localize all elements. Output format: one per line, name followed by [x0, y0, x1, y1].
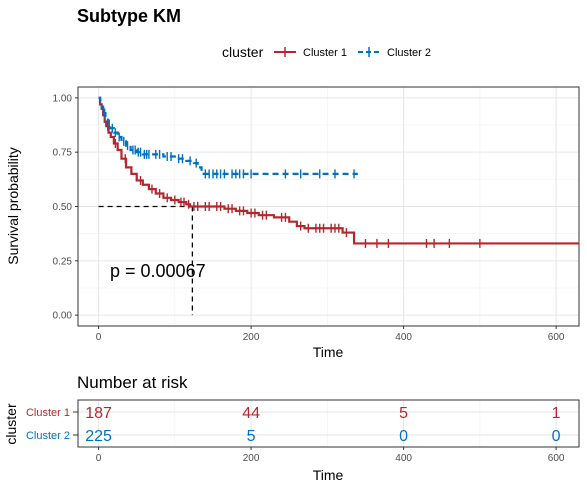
- km-y-axis-label: Survival probability: [5, 147, 21, 265]
- risk-cell: 1: [552, 405, 561, 422]
- risk-table-gridlines: [78, 400, 579, 447]
- risk-table-row-labels: Cluster 1 Cluster 2: [26, 407, 78, 442]
- x-tick-label: 400: [395, 332, 412, 343]
- risk-x-tick-label: 600: [548, 453, 565, 464]
- km-gridlines: [78, 87, 579, 326]
- km-x-axis-ticks: 0 200 400 600: [96, 326, 565, 343]
- legend-title: cluster: [222, 44, 264, 60]
- risk-table-border: [77, 399, 580, 448]
- km-x-axis-label: Time: [313, 344, 344, 360]
- legend-key-cluster-2: Cluster 2: [358, 47, 431, 59]
- km-curve-cluster-2: [98, 96, 358, 176]
- risk-row-label-cluster-2: Cluster 2: [26, 430, 70, 442]
- legend: cluster Cluster 1 Cluster 2: [222, 44, 431, 60]
- risk-table-cells: 187 44 5 1 225 5 0 0: [85, 405, 560, 445]
- p-value-annotation: p = 0.00067: [110, 261, 206, 281]
- risk-cell: 5: [399, 405, 408, 422]
- km-censor-marks: [103, 108, 481, 248]
- risk-x-tick-label: 200: [243, 453, 260, 464]
- risk-x-tick-label: 400: [395, 453, 412, 464]
- risk-cell: 0: [552, 428, 561, 445]
- y-tick-label: 0.50: [53, 202, 73, 213]
- median-reference-lines: [98, 205, 194, 316]
- km-curve-cluster-1: [98, 96, 579, 245]
- risk-x-tick-label: 0: [96, 453, 102, 464]
- x-tick-label: 200: [243, 332, 260, 343]
- y-tick-label: 0.75: [53, 148, 73, 159]
- km-y-axis-ticks: 0.00 0.25 0.50 0.75 1.00: [53, 93, 78, 322]
- risk-row-label-cluster-1: Cluster 1: [26, 407, 70, 419]
- chart-title: Subtype KM: [77, 6, 181, 26]
- risk-y-axis-label: cluster: [3, 403, 19, 445]
- legend-label-cluster-1: Cluster 1: [303, 47, 347, 59]
- risk-cell: 5: [247, 428, 256, 445]
- y-tick-label: 0.00: [53, 311, 73, 322]
- risk-x-axis-label: Time: [313, 467, 344, 483]
- legend-key-cluster-1: Cluster 1: [274, 47, 347, 59]
- risk-cell: 0: [399, 428, 408, 445]
- x-tick-label: 0: [96, 332, 102, 343]
- y-tick-label: 1.00: [53, 93, 73, 104]
- risk-cell: 187: [85, 405, 112, 422]
- legend-label-cluster-2: Cluster 2: [387, 47, 431, 59]
- risk-cell: 225: [85, 428, 112, 445]
- risk-cell: 44: [242, 405, 260, 422]
- km-curves: [98, 96, 579, 245]
- risk-x-axis-ticks: 0 200 400 600: [96, 447, 565, 464]
- y-tick-label: 0.25: [53, 256, 73, 267]
- x-tick-label: 600: [548, 332, 565, 343]
- risk-table-title: Number at risk: [77, 373, 188, 392]
